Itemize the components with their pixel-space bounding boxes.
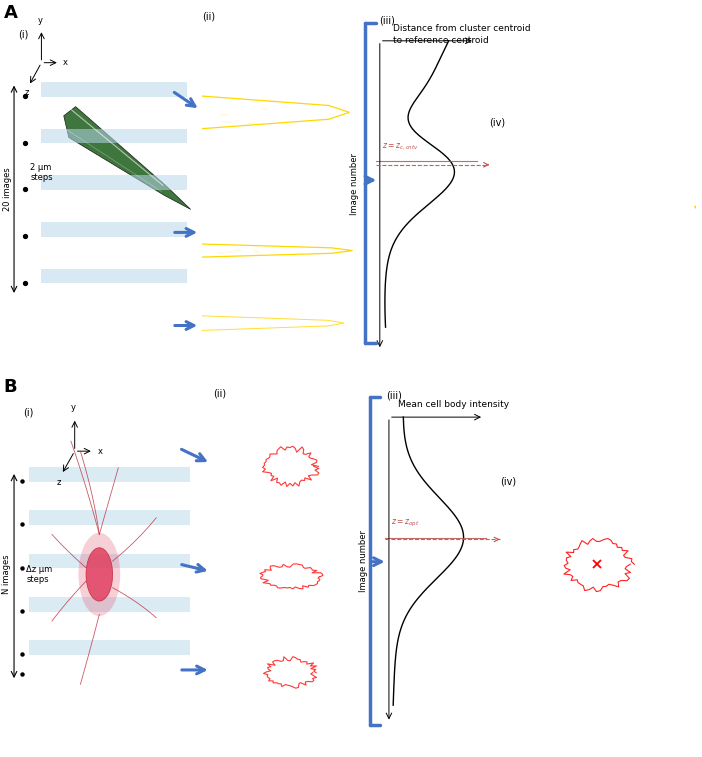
Ellipse shape <box>538 207 638 210</box>
Ellipse shape <box>276 663 305 682</box>
Polygon shape <box>183 95 350 129</box>
Ellipse shape <box>282 574 299 580</box>
Ellipse shape <box>562 536 633 593</box>
Text: (ii): (ii) <box>213 388 226 398</box>
Text: Mean cell body intensity: Mean cell body intensity <box>398 400 509 409</box>
Text: x: x <box>241 189 245 198</box>
Text: (iv): (iv) <box>489 117 505 127</box>
Ellipse shape <box>260 563 322 590</box>
Text: (ii.ii): (ii.ii) <box>204 216 221 225</box>
Text: y: y <box>38 16 43 25</box>
FancyBboxPatch shape <box>29 597 190 612</box>
Ellipse shape <box>507 204 693 212</box>
Text: z: z <box>57 478 61 488</box>
Text: (i): (i) <box>18 30 28 39</box>
Text: to reference centroid: to reference centroid <box>393 36 489 45</box>
Text: (iii): (iii) <box>379 15 395 25</box>
Text: (i): (i) <box>24 408 34 418</box>
Ellipse shape <box>284 462 298 471</box>
Text: Image number: Image number <box>359 530 368 592</box>
Ellipse shape <box>272 569 310 585</box>
Text: Image number: Image number <box>350 153 359 215</box>
Text: 20 μm: 20 μm <box>640 640 664 650</box>
Ellipse shape <box>461 202 702 215</box>
Text: y: y <box>71 403 77 412</box>
FancyBboxPatch shape <box>29 510 190 525</box>
Ellipse shape <box>251 647 331 698</box>
Text: Distance from cluster centroid: Distance from cluster centroid <box>393 24 531 33</box>
FancyBboxPatch shape <box>41 269 187 283</box>
Text: N images: N images <box>2 555 11 594</box>
Text: (iv): (iv) <box>500 477 516 487</box>
Text: 20 images: 20 images <box>3 167 12 211</box>
Ellipse shape <box>576 547 619 581</box>
Ellipse shape <box>150 319 389 327</box>
Ellipse shape <box>284 669 297 676</box>
Ellipse shape <box>157 246 381 255</box>
Text: y: y <box>213 153 218 162</box>
FancyBboxPatch shape <box>41 129 187 143</box>
Ellipse shape <box>249 558 333 596</box>
FancyBboxPatch shape <box>41 176 187 190</box>
Text: x: x <box>98 447 102 456</box>
Text: B: B <box>4 378 17 397</box>
Text: z: z <box>25 88 29 97</box>
Text: $z = z_{opt}$: $z = z_{opt}$ <box>390 519 419 529</box>
Ellipse shape <box>191 104 341 120</box>
Ellipse shape <box>162 101 370 123</box>
Text: Δz μm
steps: Δz μm steps <box>27 565 53 584</box>
FancyBboxPatch shape <box>41 82 187 97</box>
Text: $z = z_{c,cntv}$: $z = z_{c,cntv}$ <box>381 142 418 152</box>
Text: (ii.iii): (ii.iii) <box>214 621 234 631</box>
FancyBboxPatch shape <box>29 467 190 481</box>
Ellipse shape <box>86 548 112 601</box>
Text: (iii): (iii) <box>386 391 402 400</box>
FancyBboxPatch shape <box>29 554 190 569</box>
Polygon shape <box>186 244 352 257</box>
Ellipse shape <box>235 422 346 510</box>
Polygon shape <box>451 194 699 223</box>
Text: x: x <box>252 516 256 525</box>
Text: 20 μm: 20 μm <box>329 524 351 530</box>
Ellipse shape <box>103 317 436 329</box>
Text: 10 μm: 10 μm <box>637 287 661 295</box>
Ellipse shape <box>190 320 350 326</box>
Text: (ii.ii): (ii.ii) <box>214 541 232 550</box>
Text: (ii.i): (ii.i) <box>204 24 219 33</box>
Text: A: A <box>4 4 18 22</box>
Ellipse shape <box>392 198 702 219</box>
Ellipse shape <box>216 107 316 117</box>
Text: (ii.i): (ii.i) <box>214 403 230 412</box>
Text: (ii): (ii) <box>202 11 216 21</box>
Text: 2 μm
steps: 2 μm steps <box>30 163 53 182</box>
Ellipse shape <box>588 557 607 572</box>
FancyBboxPatch shape <box>29 640 190 655</box>
Ellipse shape <box>79 533 120 616</box>
FancyBboxPatch shape <box>41 222 187 236</box>
Ellipse shape <box>251 435 331 498</box>
Polygon shape <box>64 107 191 210</box>
Ellipse shape <box>548 525 647 603</box>
Text: 10 μm: 10 μm <box>324 204 346 210</box>
Ellipse shape <box>235 637 346 708</box>
Text: x: x <box>62 58 67 67</box>
Text: (ii.iii): (ii.iii) <box>204 294 223 304</box>
Text: y: y <box>225 490 229 499</box>
Ellipse shape <box>275 454 306 478</box>
Ellipse shape <box>189 248 350 254</box>
Ellipse shape <box>216 248 323 253</box>
